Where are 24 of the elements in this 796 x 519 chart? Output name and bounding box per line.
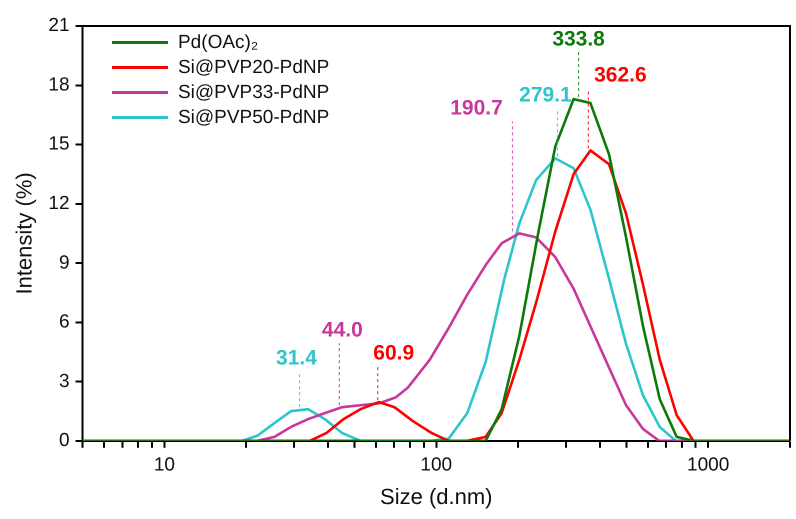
x-tick-label: 10 (154, 454, 175, 476)
y-tick-label: 3 (58, 370, 70, 392)
x-axis-title: Size (d.nm) (380, 484, 493, 509)
annotation: 190.7 (450, 96, 503, 120)
legend-label: Si@PVP20-PdNP (178, 56, 330, 80)
annotation: 279.1 (519, 84, 572, 107)
y-tick-label: 15 (48, 134, 70, 155)
y-tick-label: 9 (58, 252, 70, 274)
x-tick-label: 1000 (687, 454, 730, 476)
y-tick-label: 0 (58, 430, 70, 452)
y-axis-title: Intensity (%) (11, 172, 36, 295)
legend-label: Si@PVP33-PdNP (178, 81, 330, 105)
annotation: 333.8 (552, 27, 606, 50)
legend-label: Si@PVP50-PdNP (178, 106, 330, 130)
legend-label: Pd(OAc)₂ (178, 31, 258, 55)
annotation: 362.6 (594, 64, 647, 87)
annotation: 44.0 (322, 318, 363, 342)
y-tick-label: 21 (48, 15, 70, 36)
annotation: 60.9 (373, 341, 414, 364)
x-tick-label: 100 (420, 454, 452, 476)
y-tick-label: 6 (58, 312, 70, 333)
y-tick-label: 12 (48, 193, 70, 214)
y-tick-label: 18 (48, 74, 70, 96)
annotation: 31.4 (276, 346, 318, 370)
